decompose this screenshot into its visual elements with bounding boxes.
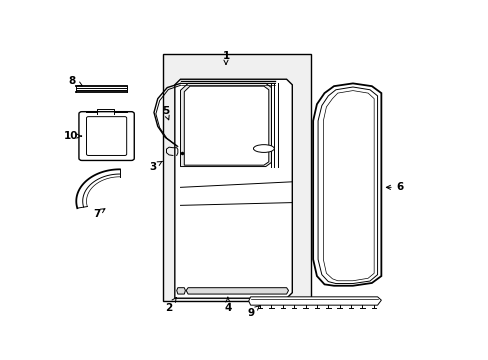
Text: 4: 4	[224, 297, 231, 313]
FancyBboxPatch shape	[79, 112, 134, 161]
Bar	[163, 54, 311, 301]
Text: 6: 6	[386, 183, 403, 192]
Polygon shape	[248, 297, 381, 305]
Text: 3: 3	[149, 161, 162, 172]
Polygon shape	[186, 288, 288, 294]
Polygon shape	[312, 84, 381, 286]
Text: 5: 5	[162, 106, 169, 120]
Polygon shape	[180, 84, 271, 167]
Text: 1: 1	[222, 51, 229, 64]
Ellipse shape	[253, 145, 274, 152]
Text: 9: 9	[246, 306, 259, 319]
Text: 2: 2	[165, 298, 176, 313]
Text: 7: 7	[93, 209, 105, 219]
Text: 8: 8	[69, 76, 82, 86]
Polygon shape	[317, 87, 377, 284]
FancyBboxPatch shape	[86, 117, 126, 156]
Text: 10: 10	[64, 131, 81, 141]
Polygon shape	[184, 86, 268, 165]
Polygon shape	[175, 79, 292, 298]
Polygon shape	[176, 288, 185, 294]
Polygon shape	[323, 91, 373, 281]
